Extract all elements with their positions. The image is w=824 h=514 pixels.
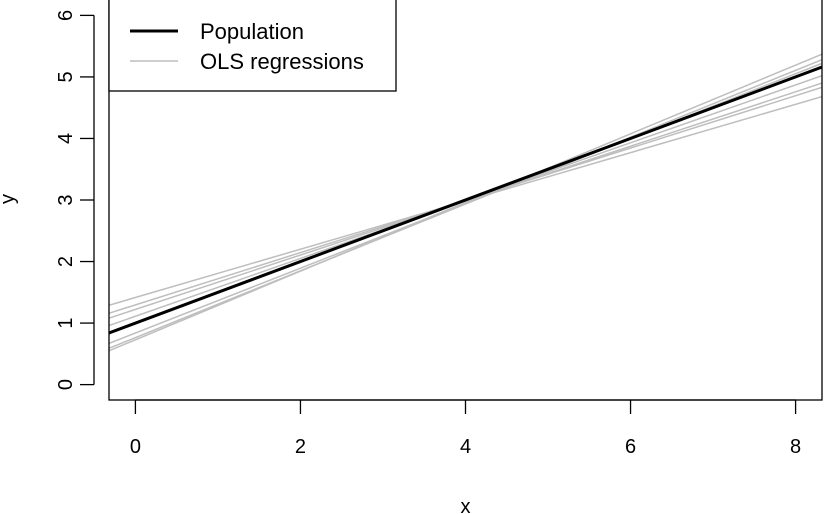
legend-label-ols: OLS regressions [200, 49, 364, 74]
y-tick-label: 4 [55, 133, 77, 144]
x-tick-label: 4 [460, 436, 471, 458]
x-tick-label: 6 [625, 436, 636, 458]
x-axis: 0 2 4 6 8 [130, 399, 801, 458]
legend: Population OLS regressions [108, 0, 397, 92]
y-axis: 0 1 2 3 4 5 6 [55, 10, 95, 390]
y-axis-label: y [0, 194, 19, 204]
x-tick-label: 2 [295, 436, 306, 458]
y-tick-label: 6 [55, 10, 77, 21]
legend-box [108, 0, 397, 92]
y-tick-label: 3 [55, 194, 77, 205]
legend-label-population: Population [200, 19, 304, 44]
y-tick-label: 2 [55, 256, 77, 267]
x-tick-label: 0 [130, 436, 141, 458]
y-tick-label: 5 [55, 71, 77, 82]
x-tick-label: 8 [790, 436, 801, 458]
plot-lines [109, 53, 822, 352]
y-tick-label: 1 [55, 318, 77, 329]
ols-regression-line-6 [109, 58, 822, 350]
population-line [109, 65, 822, 335]
x-axis-label: x [461, 496, 471, 514]
ols-regression-line-7 [109, 53, 822, 352]
y-tick-label: 0 [55, 379, 77, 390]
